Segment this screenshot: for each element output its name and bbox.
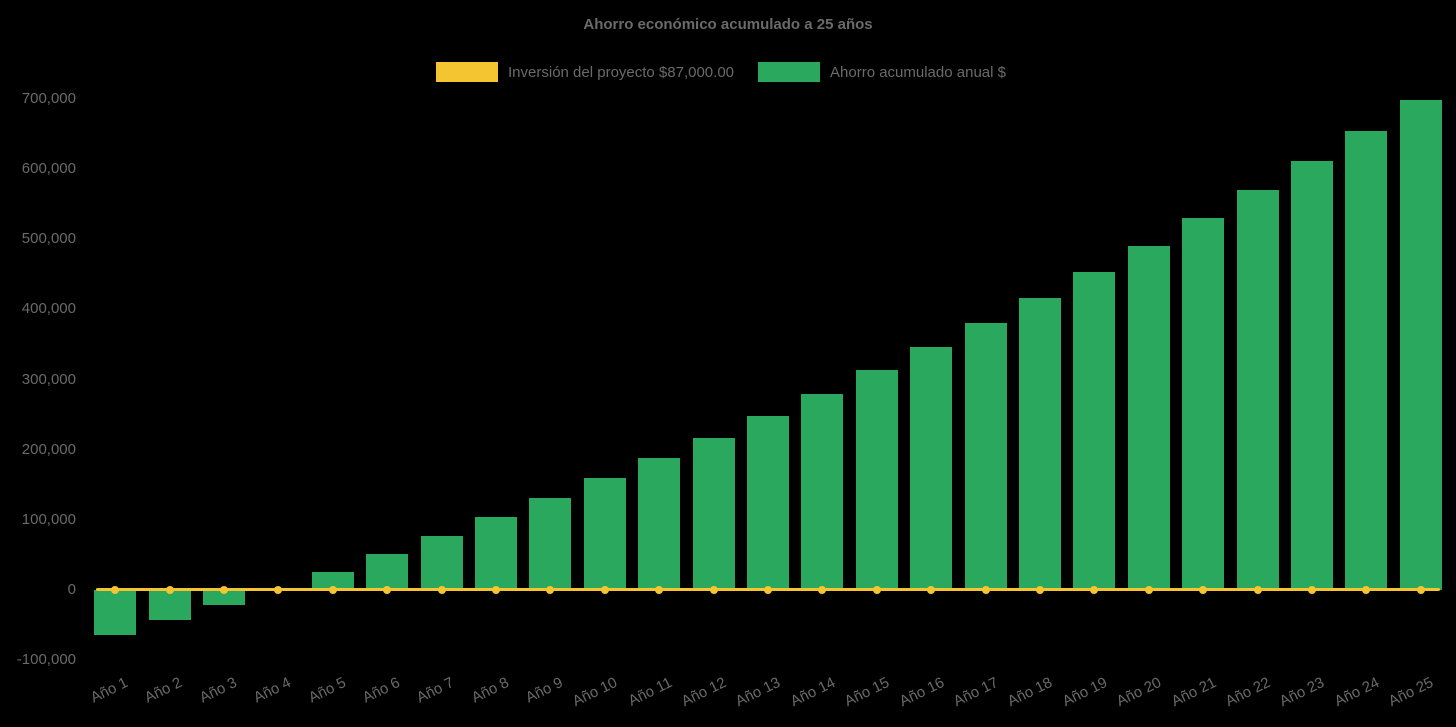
- bar-año-13: [747, 415, 789, 590]
- bar-año-5: [311, 571, 354, 590]
- bar-año-15: [855, 370, 898, 590]
- investment-line-marker: [165, 585, 174, 594]
- x-tick-label: Año 12: [678, 674, 730, 711]
- x-tick-label: Año 18: [1005, 674, 1056, 711]
- bar-año-14: [801, 393, 844, 590]
- x-tick-label: Año 16: [896, 674, 947, 711]
- bar-año-19: [1073, 272, 1116, 590]
- investment-line-marker: [492, 585, 500, 594]
- bar-año-11: [638, 458, 681, 590]
- bar-año-6: [366, 554, 409, 590]
- x-tick-label: Año 15: [842, 674, 893, 711]
- bar-año-8: [475, 516, 517, 590]
- x-tick-label: Año 3: [196, 674, 240, 707]
- x-tick-label: Año 22: [1222, 674, 1274, 711]
- investment-line-marker: [437, 585, 446, 594]
- x-tick-label: Año 7: [414, 674, 458, 707]
- x-tick-label: Año 24: [1331, 674, 1382, 711]
- investment-line-marker: [328, 585, 337, 594]
- legend-swatch-investment: [436, 62, 499, 82]
- investment-line-marker: [927, 585, 936, 594]
- y-tick-label: 100,000: [21, 510, 76, 528]
- bar-año-18: [1019, 298, 1061, 590]
- bar-año-9: [529, 498, 572, 590]
- y-tick-label: 500,000: [21, 230, 76, 248]
- investment-line-marker: [600, 585, 609, 594]
- investment-line-marker: [709, 585, 718, 594]
- investment-line-marker: [383, 585, 392, 594]
- x-tick-label: Año 8: [468, 674, 512, 707]
- y-tick-label: 200,000: [21, 440, 76, 458]
- investment-line-marker: [655, 585, 664, 594]
- investment-line-marker: [872, 585, 881, 594]
- bar-año-3: [203, 589, 245, 605]
- x-tick-label: Año 11: [625, 674, 675, 710]
- y-tick-label: 600,000: [21, 160, 76, 178]
- x-tick-label: Año 4: [251, 674, 294, 707]
- investment-line-marker: [1199, 585, 1208, 594]
- y-tick-label: 400,000: [21, 300, 76, 318]
- bar-año-22: [1236, 190, 1279, 590]
- bar-año-25: [1399, 100, 1442, 590]
- legend-swatch-savings: [758, 62, 821, 82]
- investment-line-marker: [274, 585, 283, 594]
- legend-label-savings: Ahorro acumulado anual $: [830, 63, 1006, 81]
- investment-line-marker: [981, 585, 990, 594]
- x-tick-label: Año 17: [950, 674, 1002, 711]
- investment-line-marker: [111, 585, 120, 594]
- investment-line-marker: [220, 585, 228, 594]
- investment-line-marker: [1144, 585, 1153, 594]
- x-tick-label: Año 1: [87, 674, 131, 707]
- x-tick-label: Año 6: [359, 674, 403, 707]
- investment-line-marker: [1308, 585, 1316, 594]
- x-tick-label: Año 9: [523, 674, 566, 707]
- bar-año-24: [1345, 130, 1388, 590]
- investment-line-marker: [546, 585, 555, 594]
- bar-año-21: [1182, 218, 1225, 590]
- x-tick-label: Año 21: [1168, 674, 1219, 711]
- x-tick-label: Año 2: [142, 674, 186, 707]
- investment-line-marker: [764, 585, 772, 594]
- bar-año-12: [692, 437, 735, 590]
- bar-año-17: [964, 322, 1007, 590]
- investment-line-marker: [1036, 585, 1044, 594]
- y-tick-label: -100,000: [16, 651, 76, 668]
- legend: Inversión del proyecto $87,000.00 Ahorro…: [0, 62, 1456, 82]
- bar-año-1: [94, 589, 137, 635]
- investment-line-marker: [818, 585, 827, 594]
- investment-line-marker: [1362, 585, 1371, 594]
- bar-año-16: [910, 347, 953, 590]
- x-tick-label: Año 20: [1114, 674, 1165, 711]
- y-tick-label: 0: [67, 580, 76, 598]
- bar-año-20: [1127, 245, 1170, 590]
- x-tick-label: Año 10: [570, 674, 621, 711]
- investment-line-marker: [1253, 585, 1262, 594]
- bar-año-7: [420, 535, 463, 590]
- x-tick-label: Año 19: [1059, 674, 1110, 711]
- x-tick-label: Año 13: [733, 674, 784, 711]
- y-tick-label: 300,000: [21, 370, 76, 388]
- bar-año-10: [583, 478, 626, 590]
- x-tick-label: Año 5: [305, 674, 349, 707]
- x-tick-label: Año 25: [1386, 674, 1437, 711]
- investment-line-marker: [1416, 585, 1425, 594]
- x-tick-label: Año 14: [787, 674, 838, 711]
- bar-año-23: [1291, 160, 1333, 590]
- investment-line-marker: [1090, 585, 1099, 594]
- legend-label-investment: Inversión del proyecto $87,000.00: [508, 63, 735, 81]
- bar-año-2: [148, 589, 191, 621]
- y-tick-label: 700,000: [21, 90, 76, 107]
- x-tick-label: Año 23: [1277, 674, 1328, 711]
- chart-title: Ahorro económico acumulado a 25 años: [583, 16, 873, 33]
